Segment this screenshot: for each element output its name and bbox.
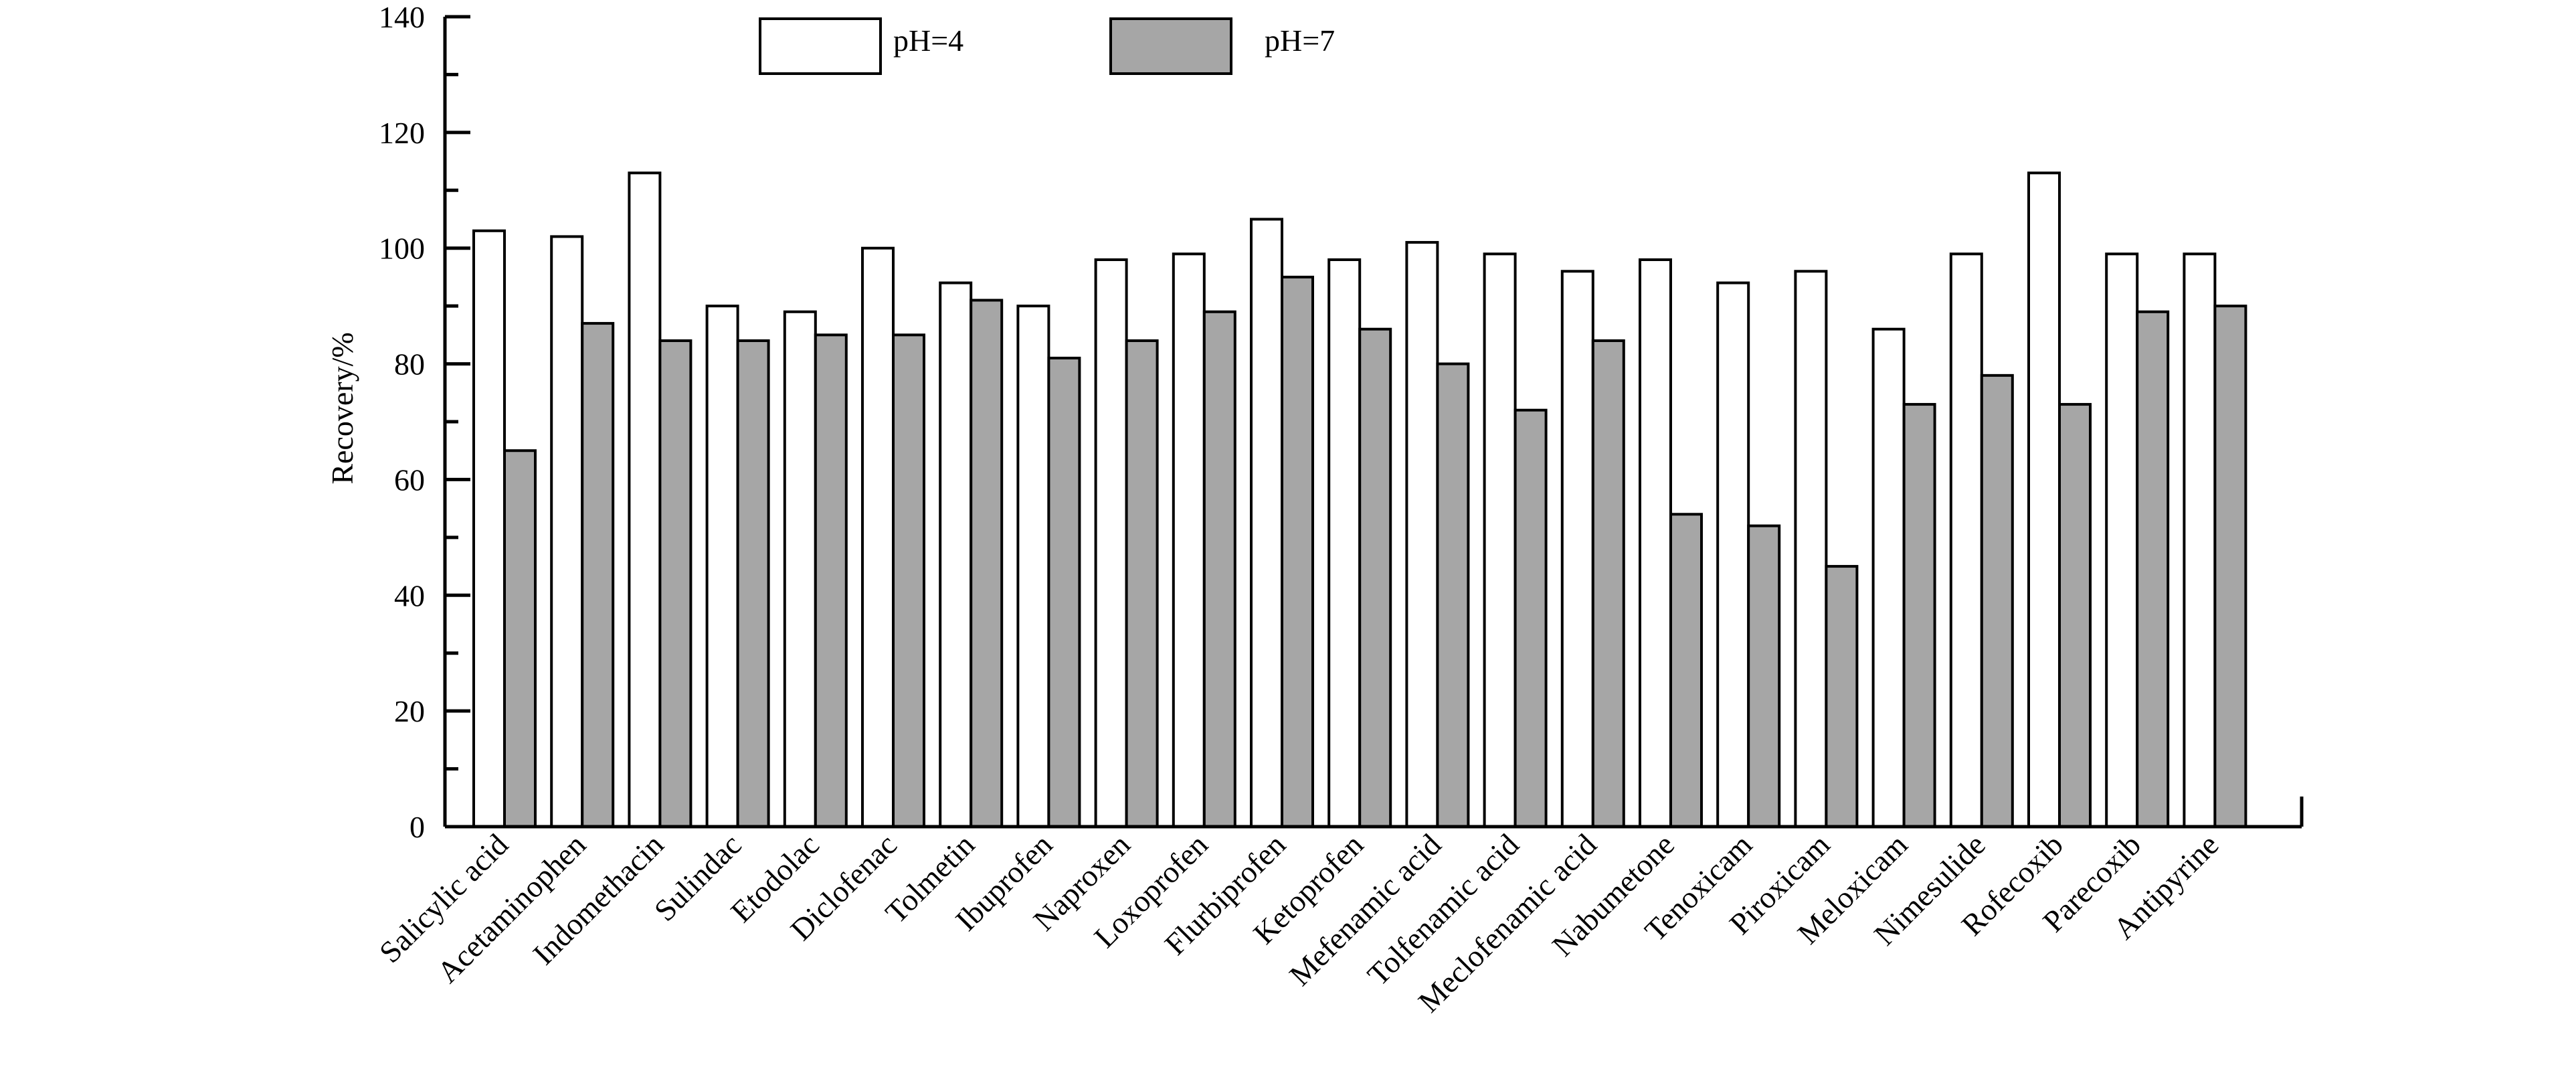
y-tick-labels: 0 20 40 60 80 100 120 140 [379,0,425,844]
bar-ph-4-flurbiprofen [1250,218,1283,828]
legend: pH=4 pH=7 [759,17,1335,75]
bar-ph-4-mefenamic-acid [1405,241,1439,829]
bar-ph-7-ibuprofen [1047,356,1081,828]
bar-ph-4-ibuprofen [1016,305,1050,828]
bar-ph-4-etodolac [783,310,817,828]
bar-ph-4-tolmetin [939,281,973,829]
bar-ph-4-indomethacin [628,171,662,829]
bar-ph-7-ketoprofen [1358,327,1392,828]
bar-ph-4-ketoprofen [1327,258,1362,828]
bar-ph-7-mefenamic-acid [1436,362,1470,828]
bar-ph-7-sulindac [736,339,770,828]
legend-label-ph-4: pH=4 [893,23,963,58]
bar-ph-4-meloxicam [1871,327,1906,828]
bar-ph-4-salicylic-acid [472,229,506,828]
x-category-labels: Salicylic acidAcetaminophenIndomethacinS… [373,827,2225,1019]
y-axis-title: Recovery/% [325,332,359,484]
bar-ph-7-naproxen [1125,339,1159,828]
bar-ph-4-nabumetone [1639,258,1672,828]
bar-ph-4-acetaminophen [550,235,584,828]
bar-ph-7-flurbiprofen [1281,275,1314,828]
bar-ph-7-piroxicam [1825,565,1859,828]
y-tick-label: 120 [379,116,425,150]
y-tick-label: 40 [394,578,425,612]
bar-ph-7-meclofenamic-acid [1591,339,1625,828]
bar-ph-4-diclofenac [861,246,895,828]
bar-ph-7-etodolac [814,333,848,829]
bar-ph-7-acetaminophen [581,322,615,829]
bars-group [472,171,2247,829]
y-tick-label: 100 [379,232,425,266]
y-tick-label: 60 [394,463,425,497]
bar-ph-4-antipyrine [2183,252,2217,829]
bar-ph-7-indomethacin [658,339,693,828]
bar-ph-7-tenoxicam [1747,524,1781,828]
bar-ph-4-tenoxicam [1716,281,1750,829]
legend-swatch-ph-4 [759,17,882,75]
bar-ph-7-meloxicam [1902,403,1936,828]
y-tick-label: 140 [379,0,425,34]
axes-group [443,15,2304,829]
bar-ph-7-tolmetin [970,299,1004,828]
legend-swatch-ph-7 [1109,17,1232,75]
bar-ph-4-meclofenamic-acid [1560,270,1594,828]
bar-ph-7-loxoprofen [1202,310,1236,828]
bar-ph-7-antipyrine [2213,305,2247,828]
bar-ph-4-tolfenamic-acid [1483,252,1517,829]
y-tick-label: 0 [409,810,425,844]
y-tick-label: 20 [394,694,425,728]
bar-ph-7-diclofenac [892,333,925,829]
bar-ph-7-nimesulide [1980,374,2014,828]
bar-ph-4-naproxen [1094,258,1128,828]
legend-label-ph-7: pH=7 [1265,23,1335,58]
bar-ph-7-tolfenamic-acid [1513,408,1548,828]
bar-ph-7-parecoxib [2136,310,2170,828]
bar-ph-4-rofecoxib [2027,171,2061,829]
bar-ph-4-loxoprofen [1172,252,1206,829]
bar-ph-7-nabumetone [1669,513,1703,828]
bar-ph-4-nimesulide [1949,252,1983,829]
bar-ph-4-sulindac [705,305,739,828]
bar-ph-4-piroxicam [1794,270,1828,828]
bar-ph-7-rofecoxib [2058,403,2092,828]
bar-ph-4-parecoxib [2105,252,2139,829]
y-tick-label: 80 [394,347,425,382]
bar-ph-7-salicylic-acid [503,449,537,828]
